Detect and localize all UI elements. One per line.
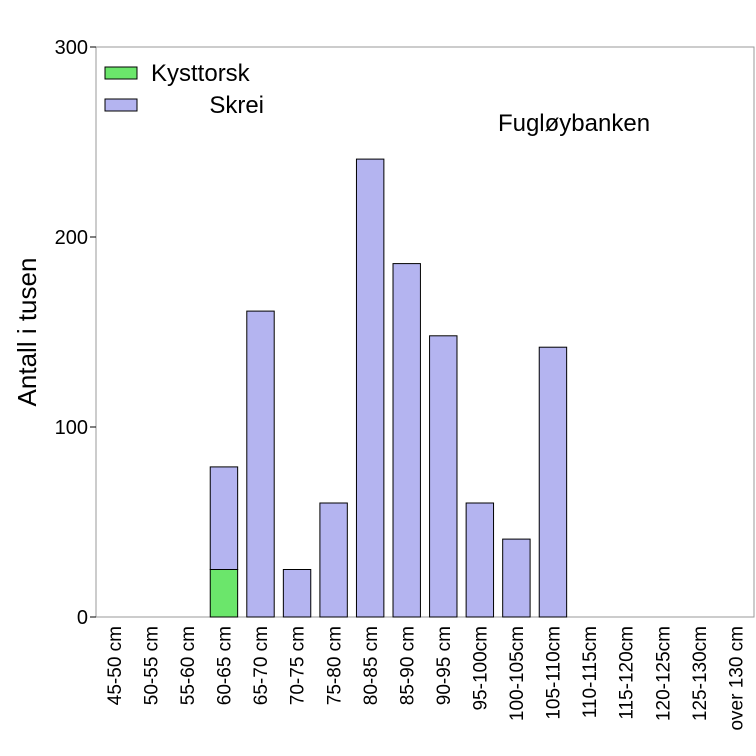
x-tick-label: 55-60 cm xyxy=(178,626,199,705)
bar-skrei xyxy=(538,346,568,618)
legend: Kysttorsk Skrei xyxy=(104,60,264,119)
x-tick-label: 60-65 cm xyxy=(215,626,236,705)
x-tick-label: 65-70 cm xyxy=(251,626,272,705)
x-tick-label: 120-125cm xyxy=(653,626,674,721)
bar-skrei xyxy=(355,158,385,618)
chart-annotation: Fugløybanken xyxy=(498,110,650,137)
legend-swatch-skrei xyxy=(104,98,138,112)
bars xyxy=(209,158,568,618)
bar-skrei xyxy=(502,538,531,618)
x-tick-label: 95-100cm xyxy=(470,626,491,711)
legend-label-skrei: Skrei xyxy=(209,92,264,119)
x-tick-label: 75-80 cm xyxy=(324,626,345,705)
y-axis: 0 100 200 300 xyxy=(55,37,96,629)
bar-skrei xyxy=(246,310,275,618)
x-tick-label: 50-55 cm xyxy=(141,626,162,705)
x-tick-label: 70-75 cm xyxy=(288,626,309,705)
y-tick-label: 0 xyxy=(77,607,88,629)
y-axis-label: Antall i tusen xyxy=(12,258,42,407)
bar-skrei xyxy=(319,502,348,618)
y-tick-label: 200 xyxy=(55,227,88,249)
bar-skrei xyxy=(465,502,495,618)
x-tick-label: 100-105cm xyxy=(507,626,528,721)
x-axis-tick-labels: 45-50 cm 50-55 cm 55-60 cm 60-65 cm 65-70 cm… xyxy=(105,626,747,731)
bar-skrei xyxy=(429,335,458,618)
x-tick-label: 80-85 cm xyxy=(361,626,382,705)
plot-area xyxy=(95,46,755,618)
bar-kysttorsk xyxy=(209,569,239,618)
legend-label-kysttorsk: Kysttorsk xyxy=(151,60,251,87)
x-tick-label: 90-95 cm xyxy=(434,626,455,705)
y-tick-label: 100 xyxy=(55,417,88,439)
x-tick-label: 115-120cm xyxy=(617,626,638,720)
bar-skrei xyxy=(209,466,239,570)
x-tick-label: over 130 cm xyxy=(726,626,747,731)
x-tick-label: 125-130cm xyxy=(690,626,711,721)
x-tick-label: 105-110cm xyxy=(544,626,565,720)
x-tick-label: 45-50 cm xyxy=(105,626,126,705)
x-tick-label: 85-90 cm xyxy=(397,626,418,705)
legend-swatch-kysttorsk xyxy=(104,66,138,80)
y-tick-label: 300 xyxy=(55,37,88,59)
bar-skrei xyxy=(392,263,421,618)
x-tick-label: 110-115cm xyxy=(580,626,601,718)
bar-skrei xyxy=(282,569,312,618)
